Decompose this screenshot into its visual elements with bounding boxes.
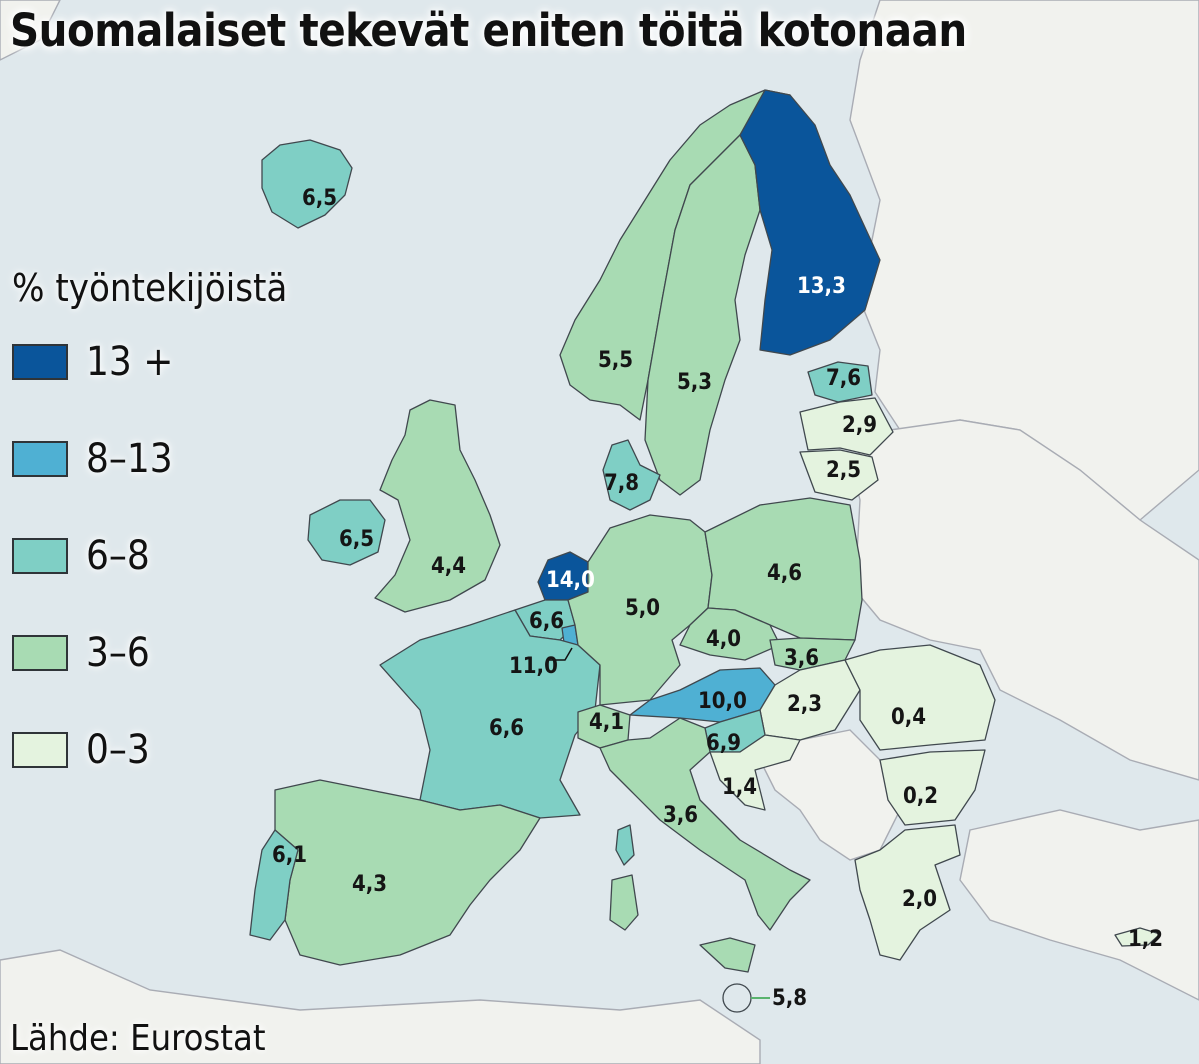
- legend-title: % työntekijöistä: [12, 266, 288, 310]
- legend-swatch: [12, 635, 68, 671]
- island-sardinia: [609, 874, 639, 931]
- country-ireland: [307, 499, 386, 566]
- value-label: 2,9: [842, 413, 877, 438]
- value-label: 6,6: [529, 609, 564, 634]
- legend-swatch: [12, 732, 68, 768]
- land-greenland-edge: [0, 0, 61, 61]
- country-cyprus: [1114, 927, 1161, 947]
- legend-swatch: [12, 538, 68, 574]
- country-finland: [739, 89, 881, 356]
- value-label: 13,3: [797, 274, 846, 299]
- legend-item-0-3: 0–3: [12, 722, 287, 778]
- country-bulgaria: [879, 749, 986, 826]
- value-label: 10,0: [698, 689, 747, 714]
- country-romania: [844, 644, 996, 751]
- value-label: 4,4: [431, 554, 466, 579]
- value-label: 4,3: [352, 872, 387, 897]
- country-denmark: [602, 439, 661, 511]
- legend-swatch: [12, 344, 68, 380]
- value-label: 4,1: [589, 710, 624, 735]
- source-credit: Lähde: Eurostat: [10, 1018, 266, 1059]
- country-greece: [854, 824, 961, 961]
- value-label: 6,6: [489, 716, 524, 741]
- country-portugal: [249, 829, 299, 941]
- value-label: 5,0: [625, 596, 660, 621]
- value-label: 5,8: [772, 986, 807, 1011]
- legend-label: 0–3: [86, 727, 150, 773]
- legend-label: 3–6: [86, 630, 150, 676]
- island-corsica: [615, 824, 635, 866]
- value-label: 6,1: [272, 843, 307, 868]
- country-iceland: [261, 139, 353, 229]
- island-sicily: [699, 937, 756, 973]
- country-italy: [599, 717, 811, 931]
- country-latvia: [799, 397, 894, 456]
- value-label: 3,6: [784, 646, 819, 671]
- legend-item-8-13: 8–13: [12, 431, 287, 487]
- legend-label: 13 +: [86, 339, 174, 385]
- legend-item-13-plus: 13 +: [12, 334, 287, 390]
- value-label: 6,5: [302, 186, 337, 211]
- value-label: 0,2: [903, 784, 938, 809]
- value-label: 6,9: [706, 731, 741, 756]
- value-label: 4,6: [767, 561, 802, 586]
- value-label: 2,0: [902, 887, 937, 912]
- value-label: 7,8: [604, 471, 639, 496]
- country-estonia: [807, 361, 873, 403]
- legend-item-3-6: 3–6: [12, 625, 287, 681]
- value-label: 6,5: [339, 527, 374, 552]
- value-label: 0,4: [891, 705, 926, 730]
- value-label: 1,2: [1128, 927, 1163, 952]
- country-uk: [374, 399, 501, 613]
- value-label: 7,6: [826, 366, 861, 391]
- value-label: 1,4: [722, 775, 757, 800]
- country-sweden: [644, 134, 761, 496]
- country-austria: [629, 667, 776, 723]
- land-turkey: [959, 809, 1199, 1001]
- legend-label: 6–8: [86, 533, 150, 579]
- country-croatia: [709, 734, 801, 811]
- legend: % työntekijöistä 13 + 8–13 6–8 3–6 0–3: [12, 266, 287, 819]
- value-label: 5,3: [677, 370, 712, 395]
- country-germany: [567, 514, 713, 706]
- value-label: 2,5: [826, 458, 861, 483]
- land-north-africa: [0, 949, 761, 1064]
- legend-label: 8–13: [86, 436, 173, 482]
- value-label: 3,6: [663, 803, 698, 828]
- country-lithuania: [799, 449, 879, 501]
- legend-item-6-8: 6–8: [12, 528, 287, 584]
- value-label: 11,0: [509, 654, 558, 679]
- legend-swatch: [12, 441, 68, 477]
- value-label: 4,0: [706, 627, 741, 652]
- map-title: Suomalaiset tekevät eniten töitä kotonaa…: [10, 4, 967, 57]
- value-label: 14,0: [546, 568, 595, 593]
- value-label: 5,5: [598, 348, 633, 373]
- value-label: 2,3: [787, 692, 822, 717]
- luxembourg-leader: [548, 647, 573, 661]
